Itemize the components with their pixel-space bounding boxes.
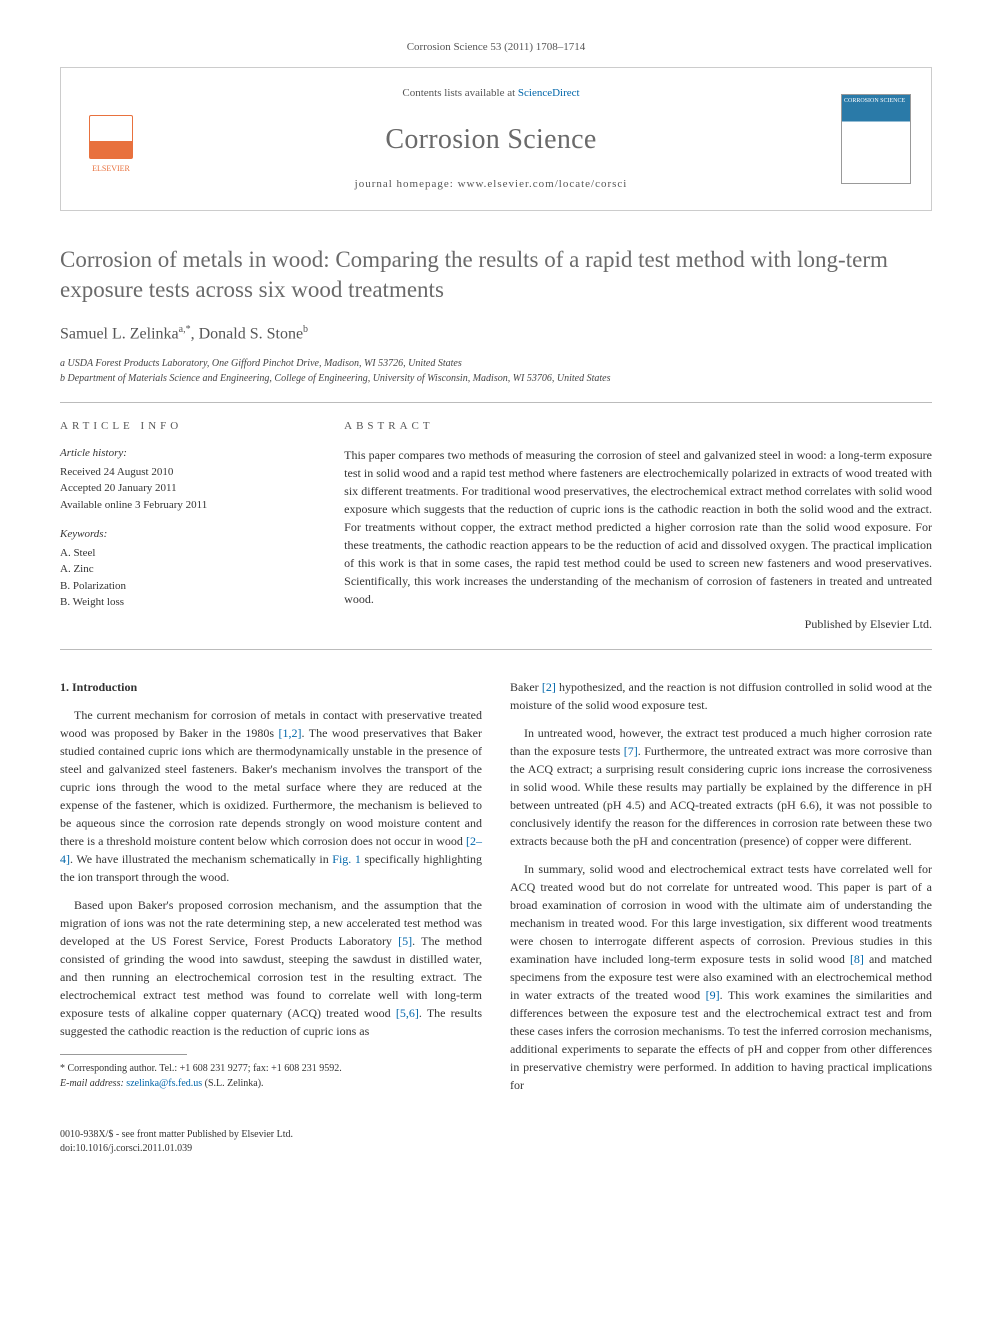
para-4: In untreated wood, however, the extract … bbox=[510, 724, 932, 850]
corresponding-footnote: * Corresponding author. Tel.: +1 608 231… bbox=[60, 1061, 482, 1091]
meta-row: ARTICLE INFO Article history: Received 2… bbox=[60, 403, 932, 649]
affiliation-b: b Department of Materials Science and En… bbox=[60, 371, 932, 386]
email-suffix: (S.L. Zelinka). bbox=[202, 1078, 263, 1089]
article-info: ARTICLE INFO Article history: Received 2… bbox=[60, 419, 304, 633]
author-sep: , bbox=[191, 325, 199, 342]
para-4-b: . Furthermore, the untreated extract was… bbox=[510, 744, 932, 848]
author-2-sup: b bbox=[303, 324, 308, 335]
section-heading-1: 1. Introduction bbox=[60, 678, 482, 696]
kw-4: B. Weight loss bbox=[60, 594, 304, 611]
author-1: Samuel L. Zelinka bbox=[60, 325, 179, 342]
footer-line-2: doi:10.1016/j.corsci.2011.01.039 bbox=[60, 1142, 932, 1156]
citation-line: Corrosion Science 53 (2011) 1708–1714 bbox=[60, 40, 932, 55]
elsevier-tree-icon bbox=[89, 115, 133, 159]
author-2: Donald S. Stone bbox=[199, 325, 303, 342]
abstract-block: ABSTRACT This paper compares two methods… bbox=[344, 419, 932, 633]
para-3-a: Baker bbox=[510, 680, 542, 694]
affiliation-a: a USDA Forest Products Laboratory, One G… bbox=[60, 356, 932, 371]
ref-link[interactable]: [9] bbox=[706, 988, 720, 1002]
para-5-c: . This work examines the similarities an… bbox=[510, 988, 932, 1092]
cover-label: CORROSION SCIENCE bbox=[844, 98, 905, 104]
contents-prefix: Contents lists available at bbox=[402, 87, 517, 99]
history-online: Available online 3 February 2011 bbox=[60, 497, 304, 514]
email-label: E-mail address: bbox=[60, 1078, 126, 1089]
ref-link[interactable]: [8] bbox=[850, 952, 864, 966]
ref-link[interactable]: [5,6] bbox=[396, 1006, 419, 1020]
footnote-corr: * Corresponding author. Tel.: +1 608 231… bbox=[60, 1061, 482, 1076]
homepage-line: journal homepage: www.elsevier.com/locat… bbox=[159, 177, 823, 192]
keywords-head: Keywords: bbox=[60, 527, 304, 542]
footnote-divider bbox=[60, 1054, 187, 1055]
sciencedirect-link[interactable]: ScienceDirect bbox=[518, 87, 580, 99]
abstract-label: ABSTRACT bbox=[344, 419, 932, 434]
para-1: The current mechanism for corrosion of m… bbox=[60, 706, 482, 886]
divider bbox=[60, 649, 932, 650]
para-1-b: . The wood preservatives that Baker stud… bbox=[60, 726, 482, 848]
para-3: Baker [2] hypothesized, and the reaction… bbox=[510, 678, 932, 714]
ref-link[interactable]: [2] bbox=[542, 680, 556, 694]
body-columns: 1. Introduction The current mechanism fo… bbox=[60, 678, 932, 1098]
journal-header: ELSEVIER Contents lists available at Sci… bbox=[60, 67, 932, 211]
abstract-text: This paper compares two methods of measu… bbox=[344, 446, 932, 608]
ref-link[interactable]: [5] bbox=[398, 934, 412, 948]
footer-line-1: 0010-938X/$ - see front matter Published… bbox=[60, 1128, 932, 1142]
contents-line: Contents lists available at ScienceDirec… bbox=[159, 86, 823, 101]
kw-2: A. Zinc bbox=[60, 561, 304, 578]
publisher-name: ELSEVIER bbox=[92, 163, 130, 174]
para-5-a: In summary, solid wood and electrochemic… bbox=[510, 862, 932, 966]
kw-1: A. Steel bbox=[60, 545, 304, 562]
kw-3: B. Polarization bbox=[60, 578, 304, 595]
homepage-prefix: journal homepage: bbox=[355, 178, 458, 190]
journal-cover-thumb: CORROSION SCIENCE bbox=[841, 94, 911, 184]
para-1-c: . We have illustrated the mechanism sche… bbox=[70, 852, 332, 866]
ref-link[interactable]: [1,2] bbox=[279, 726, 302, 740]
journal-title: Corrosion Science bbox=[159, 120, 823, 159]
email-link[interactable]: szelinka@fs.fed.us bbox=[126, 1078, 202, 1089]
fig-link[interactable]: Fig. 1 bbox=[332, 852, 361, 866]
homepage-url[interactable]: www.elsevier.com/locate/corsci bbox=[458, 178, 628, 190]
ref-link[interactable]: [7] bbox=[624, 744, 638, 758]
footnote-email-line: E-mail address: szelinka@fs.fed.us (S.L.… bbox=[60, 1076, 482, 1091]
para-3-b: hypothesized, and the reaction is not di… bbox=[510, 680, 932, 712]
history-head: Article history: bbox=[60, 446, 304, 461]
affiliations: a USDA Forest Products Laboratory, One G… bbox=[60, 356, 932, 386]
article-title: Corrosion of metals in wood: Comparing t… bbox=[60, 245, 932, 305]
header-center: Contents lists available at ScienceDirec… bbox=[159, 86, 823, 192]
authors-line: Samuel L. Zelinkaa,*, Donald S. Stoneb bbox=[60, 323, 932, 346]
publisher-line: Published by Elsevier Ltd. bbox=[344, 616, 932, 633]
para-2: Based upon Baker's proposed corrosion me… bbox=[60, 896, 482, 1040]
history-received: Received 24 August 2010 bbox=[60, 464, 304, 481]
para-5: In summary, solid wood and electrochemic… bbox=[510, 860, 932, 1094]
author-1-sup: a,* bbox=[179, 324, 191, 335]
info-label: ARTICLE INFO bbox=[60, 419, 304, 434]
page-footer: 0010-938X/$ - see front matter Published… bbox=[60, 1128, 932, 1156]
elsevier-logo: ELSEVIER bbox=[81, 104, 141, 174]
history-accepted: Accepted 20 January 2011 bbox=[60, 480, 304, 497]
